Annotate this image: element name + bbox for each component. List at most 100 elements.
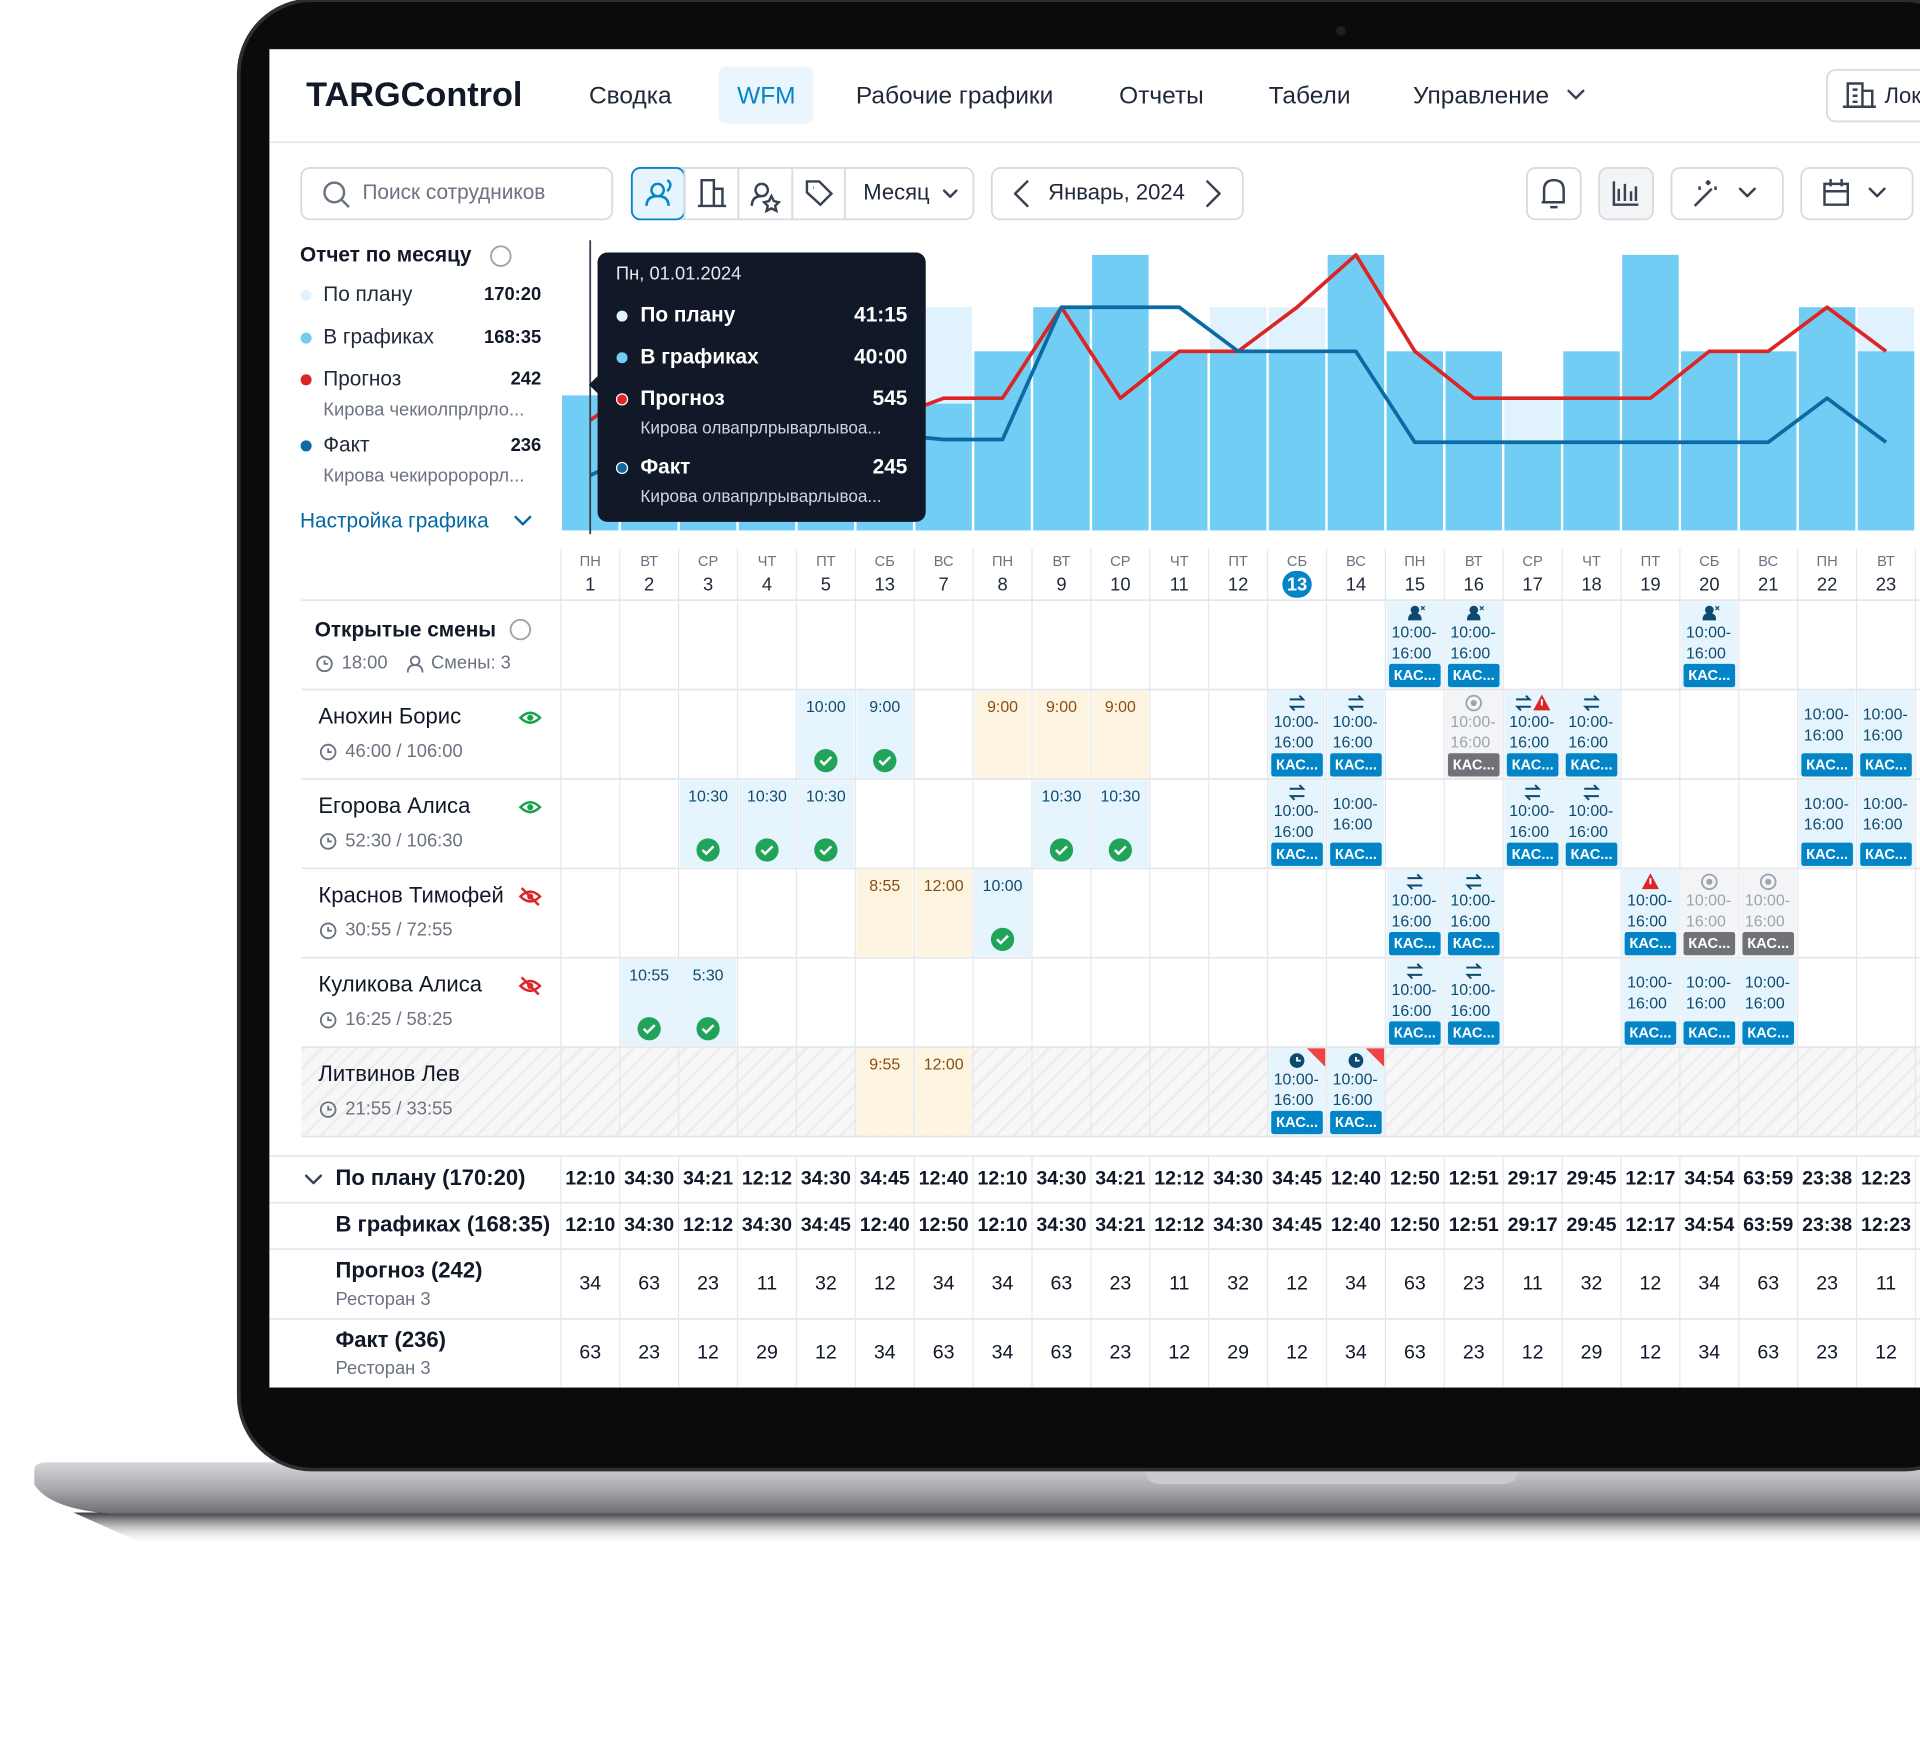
- total-value: 11: [1169, 1272, 1189, 1294]
- chevron: [1013, 180, 1029, 208]
- tooltip-dot: [616, 310, 628, 322]
- shift-cell[interactable]: [915, 1048, 972, 1136]
- shift-time: 10:30: [806, 789, 846, 806]
- help-icon: [509, 618, 532, 641]
- swap-icon: [1524, 784, 1542, 801]
- weekday: ПТ: [816, 554, 836, 570]
- visibility-icon[interactable]: [518, 711, 542, 724]
- tooltip-value: 40:00: [854, 345, 907, 368]
- shift-end: 16:00: [1686, 995, 1726, 1012]
- clock-icon: [327, 1105, 332, 1111]
- check-icon: [1108, 838, 1132, 862]
- calendar-icon: [1823, 178, 1849, 206]
- magic-button[interactable]: [1670, 167, 1784, 221]
- shift-tag: [1801, 753, 1853, 777]
- weekday: ВС: [1346, 554, 1366, 570]
- nav-item[interactable]: Табели: [1269, 82, 1351, 109]
- shift-start: 10:00-: [1392, 624, 1437, 641]
- check-icon: [755, 838, 779, 862]
- weekday: ПН: [1404, 554, 1425, 570]
- legend-value: 170:20: [484, 283, 541, 304]
- shift-start: 10:00-: [1686, 893, 1731, 910]
- total-value: 63: [1404, 1341, 1426, 1363]
- shift-tag-label: КАС...: [1394, 936, 1436, 952]
- shift-cell[interactable]: [1092, 690, 1149, 778]
- chart-settings-link[interactable]: Настройка графика: [300, 509, 489, 532]
- shift-tag-label: КАС...: [1688, 1026, 1730, 1042]
- search-icon: [323, 181, 346, 204]
- total-value: 34:54: [1684, 1168, 1734, 1190]
- cell-bg: [1092, 690, 1149, 778]
- check-icon: [701, 1024, 715, 1035]
- shift-tag-label: КАС...: [1276, 847, 1318, 863]
- shift-cell[interactable]: [856, 869, 913, 957]
- total-value: 34:45: [860, 1168, 910, 1190]
- shift-time: 10:30: [688, 789, 728, 806]
- tooltip-value: 545: [873, 387, 908, 410]
- shift-end: 16:00: [1274, 735, 1314, 752]
- weekday: ПТ: [1641, 554, 1661, 570]
- total-value: 34:30: [624, 1214, 674, 1236]
- calendar-button[interactable]: [1800, 167, 1914, 221]
- weekday: ЧТ: [758, 554, 777, 570]
- total-value: 63: [1757, 1272, 1779, 1294]
- total-value: 12: [874, 1272, 896, 1294]
- chevron: [1206, 180, 1221, 208]
- shift-tag: [1447, 663, 1500, 688]
- shift-cell[interactable]: [915, 869, 972, 957]
- total-value: 34: [992, 1341, 1014, 1363]
- total-value: 34:54: [1684, 1214, 1734, 1236]
- weekday: ЧТ: [1582, 554, 1601, 570]
- nav-item[interactable]: Управление: [1413, 82, 1549, 109]
- shift-cell[interactable]: [1033, 690, 1090, 778]
- visibility-icon[interactable]: [518, 801, 542, 814]
- total-value: 34:30: [801, 1168, 851, 1190]
- shift-start: 10:00-: [1568, 714, 1613, 731]
- clock-icon: [323, 660, 329, 665]
- employee-hours: 30:55 / 72:55: [345, 919, 452, 940]
- shift-start: 10:00-: [1686, 975, 1731, 992]
- total-value: 34:21: [683, 1168, 733, 1190]
- location-label: Лок: [1884, 83, 1920, 108]
- clock-icon: [319, 922, 337, 940]
- shift-cell[interactable]: [856, 1048, 913, 1136]
- scheduled-bar: [1327, 254, 1385, 531]
- shift-start: 10:00-: [1274, 1071, 1319, 1088]
- nav-item[interactable]: Отчеты: [1119, 82, 1204, 109]
- shift-cell[interactable]: [974, 690, 1031, 778]
- total-label: По плану (170:20): [336, 1165, 526, 1190]
- total-value: 34:30: [1036, 1214, 1086, 1236]
- period-mode[interactable]: Месяц: [863, 180, 930, 205]
- search-placeholder: Поиск сотрудников: [362, 181, 545, 204]
- shift-tag: [1683, 663, 1736, 688]
- total-value: 12: [1286, 1341, 1308, 1363]
- cell-bg: [1033, 690, 1090, 778]
- search-input[interactable]: [300, 167, 614, 221]
- chart-button[interactable]: [1598, 167, 1654, 221]
- nav-item[interactable]: WFM: [737, 82, 795, 109]
- weekday: ПН: [580, 554, 601, 570]
- legend-dot: [300, 332, 312, 344]
- legend-dot: [300, 289, 312, 301]
- shift-tag-label: КАС...: [1629, 1026, 1671, 1042]
- check-icon: [696, 1017, 720, 1041]
- app: TARGControl Сводка WFM Рабочие графики Отчет…: [269, 66, 1920, 1388]
- person-icon: [1466, 605, 1484, 621]
- notifications-button[interactable]: [1526, 167, 1582, 221]
- total-value: 34:45: [1272, 1168, 1322, 1190]
- nav-item[interactable]: Сводка: [589, 82, 672, 109]
- day-number: 13: [1287, 573, 1307, 594]
- period-switcher[interactable]: [990, 167, 1244, 221]
- shift-tag: [1271, 753, 1323, 777]
- shift-tag: [1742, 1021, 1794, 1045]
- shift-start: 10:00-: [1450, 714, 1495, 731]
- total-value: 12:50: [1390, 1214, 1440, 1236]
- day-number: 7: [939, 573, 949, 594]
- weekday: ВТ: [1465, 554, 1483, 570]
- shift-tag-label: КАС...: [1335, 847, 1377, 863]
- shift-start: 10:00-: [1627, 893, 1672, 910]
- total-value: 12:50: [919, 1214, 969, 1236]
- total-label: В графиках (168:35): [336, 1212, 551, 1237]
- nav-item[interactable]: Рабочие графики: [856, 82, 1053, 109]
- shift-time: 9:55: [869, 1057, 900, 1074]
